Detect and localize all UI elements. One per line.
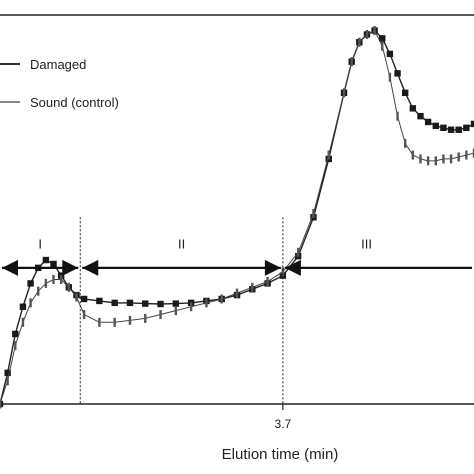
point-sound-13	[113, 317, 116, 327]
point-damaged-39	[424, 118, 432, 126]
point-sound-39	[426, 156, 430, 166]
point-sound-30	[358, 37, 361, 47]
region-label-2: III	[361, 236, 372, 251]
region-arrow-head-left-1	[82, 259, 99, 276]
point-damaged-2	[12, 330, 19, 338]
point-sound-38	[419, 154, 422, 164]
point-damaged-35	[394, 70, 401, 77]
point-damaged-41	[440, 124, 447, 132]
point-sound-32	[373, 26, 376, 36]
point-sound-22	[251, 282, 254, 292]
plot-frame: 3.7	[0, 14, 474, 431]
point-damaged-17	[172, 300, 180, 307]
point-sound-12	[98, 317, 101, 327]
point-damaged-40	[432, 122, 439, 130]
point-damaged-34	[386, 50, 394, 58]
legend: Damaged Sound (control)	[0, 57, 119, 110]
point-damaged-43	[455, 126, 462, 133]
point-damaged-6	[42, 256, 50, 264]
point-sound-1	[6, 376, 9, 386]
point-sound-43	[457, 152, 460, 162]
point-sound-44	[465, 150, 468, 160]
point-sound-14	[128, 315, 132, 325]
point-sound-17	[174, 306, 178, 316]
point-damaged-37	[409, 105, 417, 112]
point-damaged-33	[379, 35, 386, 42]
point-sound-25	[296, 247, 300, 257]
point-sound-18	[189, 302, 193, 312]
point-damaged-15	[142, 300, 149, 307]
point-damaged-3	[19, 303, 27, 310]
region-arrow-head-left-2	[284, 259, 301, 276]
point-sound-16	[159, 310, 162, 320]
point-sound-9	[67, 282, 71, 292]
point-sound-2	[14, 341, 17, 351]
point-damaged-13	[111, 299, 118, 307]
region-arrow-head-left-0	[2, 259, 18, 276]
point-sound-33	[381, 41, 384, 51]
region-arrow-head-right-1	[264, 259, 281, 276]
point-sound-20	[220, 294, 223, 304]
legend-label-0: Damaged	[30, 57, 86, 72]
point-sound-41	[442, 154, 445, 164]
point-damaged-11	[80, 295, 88, 303]
point-damaged-1	[4, 369, 11, 377]
point-sound-37	[411, 150, 415, 160]
point-sound-0	[0, 399, 2, 409]
point-damaged-44	[463, 124, 470, 132]
point-sound-7	[52, 275, 55, 285]
point-sound-36	[403, 138, 407, 148]
x-axis-title: Elution time (min)	[222, 446, 339, 463]
series-1	[0, 26, 474, 409]
point-sound-29	[350, 57, 353, 67]
point-damaged-14	[126, 299, 134, 307]
point-sound-34	[388, 72, 392, 82]
point-sound-42	[449, 154, 453, 164]
point-sound-3	[21, 317, 25, 327]
point-sound-15	[144, 313, 147, 323]
region-label-1: II	[178, 236, 185, 251]
point-damaged-16	[157, 300, 164, 308]
point-sound-23	[266, 276, 269, 286]
point-damaged-42	[447, 126, 455, 133]
series-layer	[0, 26, 474, 409]
region-arrow-head-right-0	[62, 259, 79, 276]
point-sound-6	[44, 278, 48, 288]
point-sound-8	[59, 275, 63, 285]
point-sound-27	[327, 150, 330, 160]
point-damaged-38	[417, 112, 424, 120]
point-sound-45	[472, 148, 474, 158]
point-damaged-4	[27, 280, 34, 287]
point-damaged-36	[401, 89, 409, 96]
series-line-1	[0, 29, 474, 405]
point-sound-31	[365, 29, 369, 39]
annotation-layer: I II III	[2, 217, 472, 404]
point-sound-24	[281, 267, 285, 277]
series-line-0	[0, 29, 474, 405]
point-damaged-0	[0, 400, 4, 408]
point-sound-26	[312, 208, 315, 218]
series-0	[0, 27, 474, 408]
point-sound-19	[205, 298, 208, 308]
point-sound-35	[396, 111, 399, 121]
point-sound-21	[235, 288, 239, 298]
point-damaged-7	[50, 260, 57, 268]
point-sound-4	[29, 298, 32, 308]
region-label-0: I	[38, 236, 42, 251]
point-sound-28	[342, 88, 346, 98]
point-damaged-12	[96, 297, 103, 305]
point-sound-40	[434, 156, 437, 166]
point-sound-10	[75, 292, 78, 302]
legend-label-1: Sound (control)	[30, 95, 119, 110]
point-sound-5	[37, 286, 40, 296]
point-damaged-45	[470, 120, 474, 128]
x-tick-label-0: 3.7	[275, 417, 292, 431]
point-sound-11	[82, 310, 86, 320]
